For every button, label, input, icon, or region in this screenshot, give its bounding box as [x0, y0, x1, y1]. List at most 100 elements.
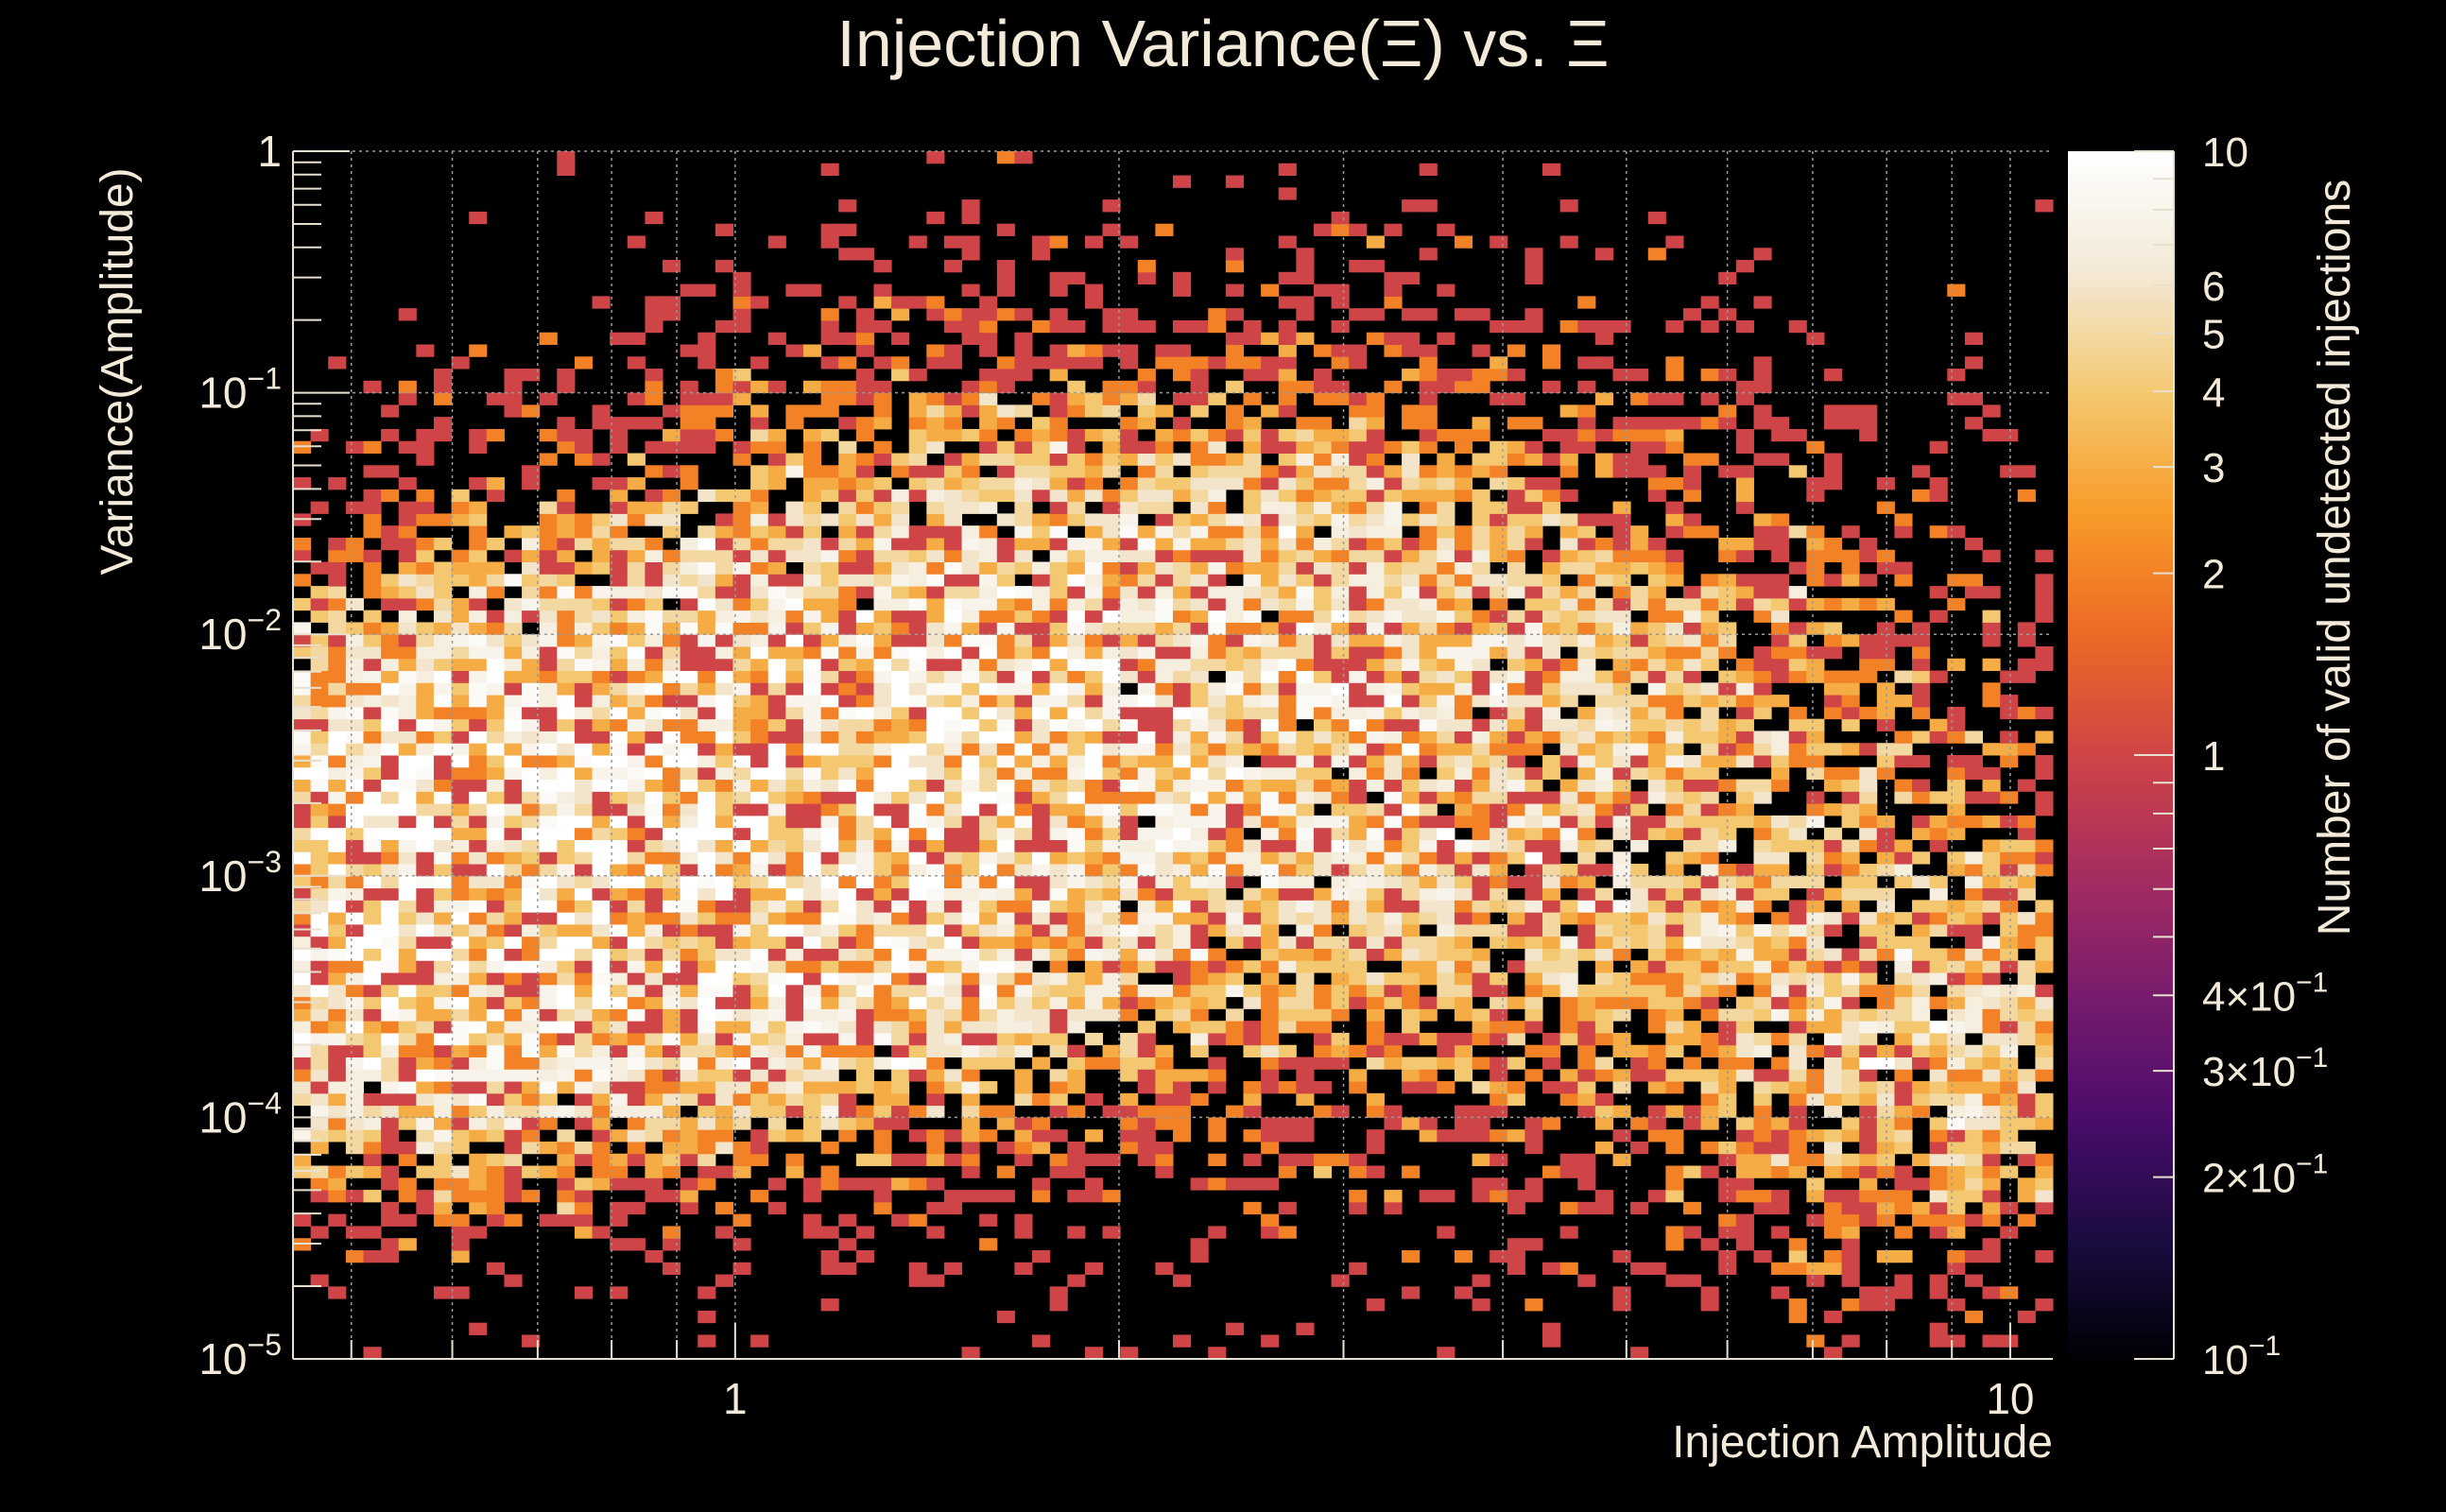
heatmap-cell	[574, 1213, 594, 1227]
heatmap-cell	[1454, 1249, 1473, 1263]
heatmap-cell	[1472, 827, 1490, 840]
heatmap-cell	[1049, 319, 1068, 334]
heatmap-cell	[1349, 392, 1368, 405]
heatmap-cell	[1454, 706, 1473, 720]
heatmap-cell	[1331, 875, 1350, 889]
heatmap-cell	[698, 561, 716, 575]
heatmap-cell	[1331, 851, 1350, 865]
heatmap-cell	[1313, 851, 1333, 865]
heatmap-cell	[996, 1044, 1015, 1057]
heatmap-cell	[680, 501, 698, 514]
heatmap-cell	[1173, 779, 1192, 792]
heatmap-cell	[1102, 1044, 1121, 1057]
heatmap-cell	[1190, 1032, 1209, 1046]
heatmap-cell	[1208, 1117, 1227, 1130]
heatmap-cell	[1155, 791, 1174, 804]
heatmap-cell	[1612, 682, 1631, 696]
heatmap-cell	[767, 900, 786, 913]
heatmap-cell	[855, 501, 874, 514]
heatmap-cell	[1225, 827, 1244, 840]
heatmap-cell	[873, 440, 892, 454]
heatmap-cell	[1594, 936, 1613, 949]
heatmap-cell	[855, 1032, 874, 1046]
heatmap-cell	[1559, 1165, 1578, 1178]
heatmap-cell	[1612, 537, 1631, 551]
heatmap-cell	[433, 1165, 453, 1178]
heatmap-cell	[1349, 453, 1368, 466]
heatmap-cell	[961, 682, 980, 696]
heatmap-cell	[1472, 984, 1490, 998]
heatmap-cell	[1612, 1081, 1631, 1094]
heatmap-cell	[504, 658, 523, 672]
heatmap-cell	[592, 948, 611, 961]
heatmap-cell	[750, 743, 769, 756]
heatmap-cell	[1155, 1044, 1174, 1057]
heatmap-cell	[908, 1129, 927, 1143]
heatmap-cell	[1331, 356, 1350, 369]
heatmap-cell	[345, 1069, 364, 1082]
heatmap-cell	[1208, 622, 1227, 635]
heatmap-cell	[539, 634, 558, 647]
heatmap-cell	[1049, 682, 1068, 696]
heatmap-cell	[943, 392, 963, 405]
heatmap-cell	[802, 453, 822, 466]
heatmap-cell	[1524, 248, 1543, 261]
heatmap-cell	[698, 1117, 716, 1130]
heatmap-cell	[1313, 645, 1333, 660]
heatmap-cell	[996, 1008, 1015, 1022]
heatmap-cell	[1331, 948, 1350, 961]
heatmap-cell	[1190, 936, 1209, 949]
heatmap-cell	[1049, 1092, 1068, 1107]
heatmap-cell	[1647, 815, 1666, 829]
heatmap-cell	[996, 658, 1015, 672]
heatmap-cell	[539, 779, 558, 792]
heatmap-cell	[785, 574, 804, 587]
heatmap-cell	[504, 875, 523, 889]
heatmap-cell	[433, 815, 453, 829]
heatmap-cell	[345, 791, 364, 804]
heatmap-cell	[663, 1092, 681, 1107]
heatmap-cell	[433, 1044, 453, 1057]
heatmap-cell	[1682, 779, 1702, 792]
heatmap-cell	[1190, 900, 1209, 913]
heatmap-cell	[767, 1105, 786, 1118]
heatmap-cell	[1120, 1069, 1139, 1082]
heatmap-cell	[610, 645, 629, 660]
heatmap-cell	[680, 1092, 698, 1107]
heatmap-cell	[574, 1105, 594, 1118]
heatmap-cell	[715, 851, 733, 865]
heatmap-cell	[785, 779, 804, 792]
heatmap-cell	[979, 984, 998, 998]
heatmap-cell	[996, 356, 1015, 369]
heatmap-cell	[1084, 779, 1104, 792]
heatmap-cell	[1225, 791, 1244, 804]
heatmap-cell	[486, 912, 505, 925]
heatmap-cell	[1208, 1177, 1227, 1191]
heatmap-cell	[1594, 392, 1613, 405]
heatmap-cell	[1225, 1177, 1244, 1191]
heatmap-cell	[785, 815, 804, 829]
heatmap-cell	[1208, 743, 1227, 756]
heatmap-cell	[891, 706, 910, 720]
heatmap-cell	[767, 1092, 786, 1107]
heatmap-cell	[1577, 380, 1596, 394]
heatmap-cell	[1594, 815, 1613, 829]
heatmap-cell	[996, 586, 1015, 599]
heatmap-cell	[451, 1177, 470, 1191]
heatmap-cell	[1647, 887, 1666, 901]
heatmap-cell	[1630, 730, 1649, 744]
heatmap-cell	[416, 440, 435, 454]
heatmap-cell	[1014, 887, 1033, 901]
heatmap-cell	[1542, 864, 1561, 877]
heatmap-cell	[1120, 972, 1139, 986]
heatmap-cell	[1507, 634, 1525, 647]
heatmap-cell	[1014, 875, 1033, 889]
heatmap-cell	[1137, 1044, 1156, 1057]
heatmap-cell	[310, 597, 329, 611]
heatmap-cell	[522, 537, 541, 551]
heatmap-cell	[1542, 622, 1561, 635]
heatmap-cell	[1454, 815, 1473, 829]
heatmap-cell	[1542, 670, 1561, 683]
heatmap-cell	[1682, 417, 1702, 430]
heatmap-cell	[1173, 912, 1192, 925]
